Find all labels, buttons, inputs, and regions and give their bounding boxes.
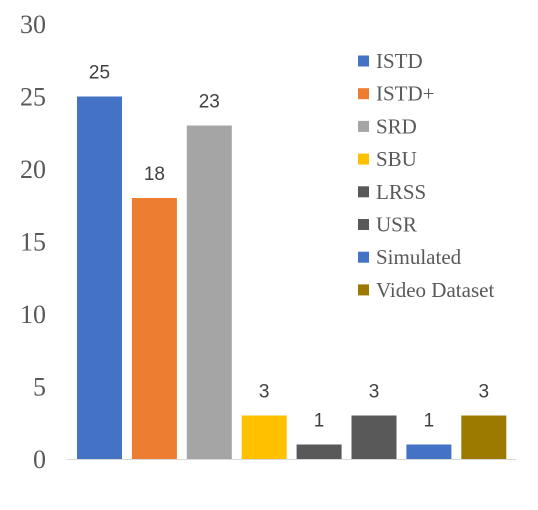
legend: ISTD ISTD+ SRD SBU LRSS USR Simulated Video Dat… xyxy=(358,49,494,302)
legend-swatch xyxy=(358,88,369,100)
y-tick-label: 10 xyxy=(20,300,46,329)
y-axis: 0 5 10 15 20 25 30 xyxy=(20,10,46,474)
legend-label: Simulated xyxy=(376,245,462,269)
y-tick-label: 25 xyxy=(20,83,46,112)
y-tick-label: 20 xyxy=(20,155,46,184)
y-tick-label: 5 xyxy=(33,373,46,402)
legend-swatch xyxy=(358,55,369,67)
bar-simulated xyxy=(406,444,452,459)
legend-label: USR xyxy=(376,213,417,237)
data-label: 23 xyxy=(199,92,220,113)
legend-swatch xyxy=(358,219,369,230)
data-label: 1 xyxy=(314,411,325,432)
bar-sbu xyxy=(241,415,287,459)
y-tick-label: 30 xyxy=(20,10,46,39)
data-label: 18 xyxy=(144,164,165,185)
y-tick-label: 0 xyxy=(33,445,46,474)
y-tick-label: 15 xyxy=(20,228,46,257)
legend-swatch xyxy=(358,153,369,165)
bar-lrss xyxy=(296,444,342,459)
legend-label: SBU xyxy=(376,147,417,171)
legend-label: LRSS xyxy=(376,180,426,204)
data-label: 3 xyxy=(369,382,380,403)
bars-group xyxy=(77,96,507,459)
data-label: 3 xyxy=(259,382,270,403)
legend-label: Video Dataset xyxy=(376,278,494,302)
legend-swatch xyxy=(358,284,369,296)
bar-srd xyxy=(186,125,232,459)
legend-label: ISTD xyxy=(376,49,423,73)
legend-swatch xyxy=(358,186,369,198)
bar-istd xyxy=(77,96,122,459)
bar-usr xyxy=(351,415,397,459)
data-label: 1 xyxy=(424,411,435,432)
legend-swatch xyxy=(358,120,369,132)
data-label: 3 xyxy=(479,382,490,403)
data-labels-group: 25 18 23 3 1 3 1 3 xyxy=(89,63,489,432)
bar-video-dataset xyxy=(461,415,507,459)
data-label: 25 xyxy=(89,63,110,84)
bar-istd- xyxy=(131,198,177,459)
legend-swatch xyxy=(358,251,369,263)
legend-label: SRD xyxy=(376,114,417,138)
legend-label: ISTD+ xyxy=(376,82,435,106)
